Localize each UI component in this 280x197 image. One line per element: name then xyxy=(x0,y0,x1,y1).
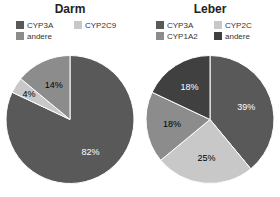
legend-label: andere xyxy=(27,32,52,41)
legend-label: CYP3A xyxy=(167,21,194,30)
legend-item: andere xyxy=(214,32,250,41)
legend-label: CYP2C9 xyxy=(85,21,117,30)
legend-item: CYP3A xyxy=(156,21,194,30)
chart-title: Leber xyxy=(194,2,227,16)
data-label: 14% xyxy=(45,80,63,90)
data-label: 18% xyxy=(163,119,181,129)
legend-item: CYP3A xyxy=(16,21,54,30)
data-label: 18% xyxy=(180,82,198,92)
legend-swatch xyxy=(16,32,24,40)
legend-item: CYP2C xyxy=(214,21,252,30)
legend-swatch xyxy=(214,21,222,29)
legend-item: CYP1A2 xyxy=(156,32,198,41)
legend-item: CYP2C9 xyxy=(74,21,117,30)
pie-slice xyxy=(152,56,210,120)
legend-label: CYP3A xyxy=(27,21,54,30)
pie-slice xyxy=(6,56,134,184)
legend: CYP3A CYP2C9 andere xyxy=(16,21,117,41)
pie-slice xyxy=(161,120,251,184)
pie xyxy=(6,56,134,184)
pie xyxy=(146,56,274,184)
legend: CYP3A CYP2C CYP1A2 andere xyxy=(156,21,252,41)
legend-label: CYP1A2 xyxy=(167,32,198,41)
legend-swatch xyxy=(156,21,164,29)
data-label: 4% xyxy=(22,89,35,99)
legend-swatch xyxy=(16,21,24,29)
data-label: 82% xyxy=(82,147,100,157)
legend-label: CYP2C xyxy=(225,21,252,30)
data-label: 25% xyxy=(197,153,215,163)
legend-label: andere xyxy=(225,32,250,41)
data-labels: 82% 4% 14% xyxy=(22,80,99,157)
data-labels: 39% 25% 18% 18% xyxy=(163,82,255,163)
legend-swatch xyxy=(74,21,82,29)
legend-item: andere xyxy=(16,32,52,41)
pie-panel: LeberCYP3A CYP2C CYP1A2 andere 39% 25% 18% 18% xyxy=(146,2,274,184)
data-label: 39% xyxy=(237,102,255,112)
chart-root: DarmCYP3ACYP2C9andere82%4%14%LeberCYP3AC… xyxy=(0,0,280,197)
legend-swatch xyxy=(156,32,164,40)
chart-title: Darm xyxy=(55,2,86,16)
legend-swatch xyxy=(214,32,222,40)
pie-panel: DarmCYP3A CYP2C9 andere 82% 4% 14% xyxy=(6,2,134,184)
pie-slice xyxy=(21,56,70,120)
